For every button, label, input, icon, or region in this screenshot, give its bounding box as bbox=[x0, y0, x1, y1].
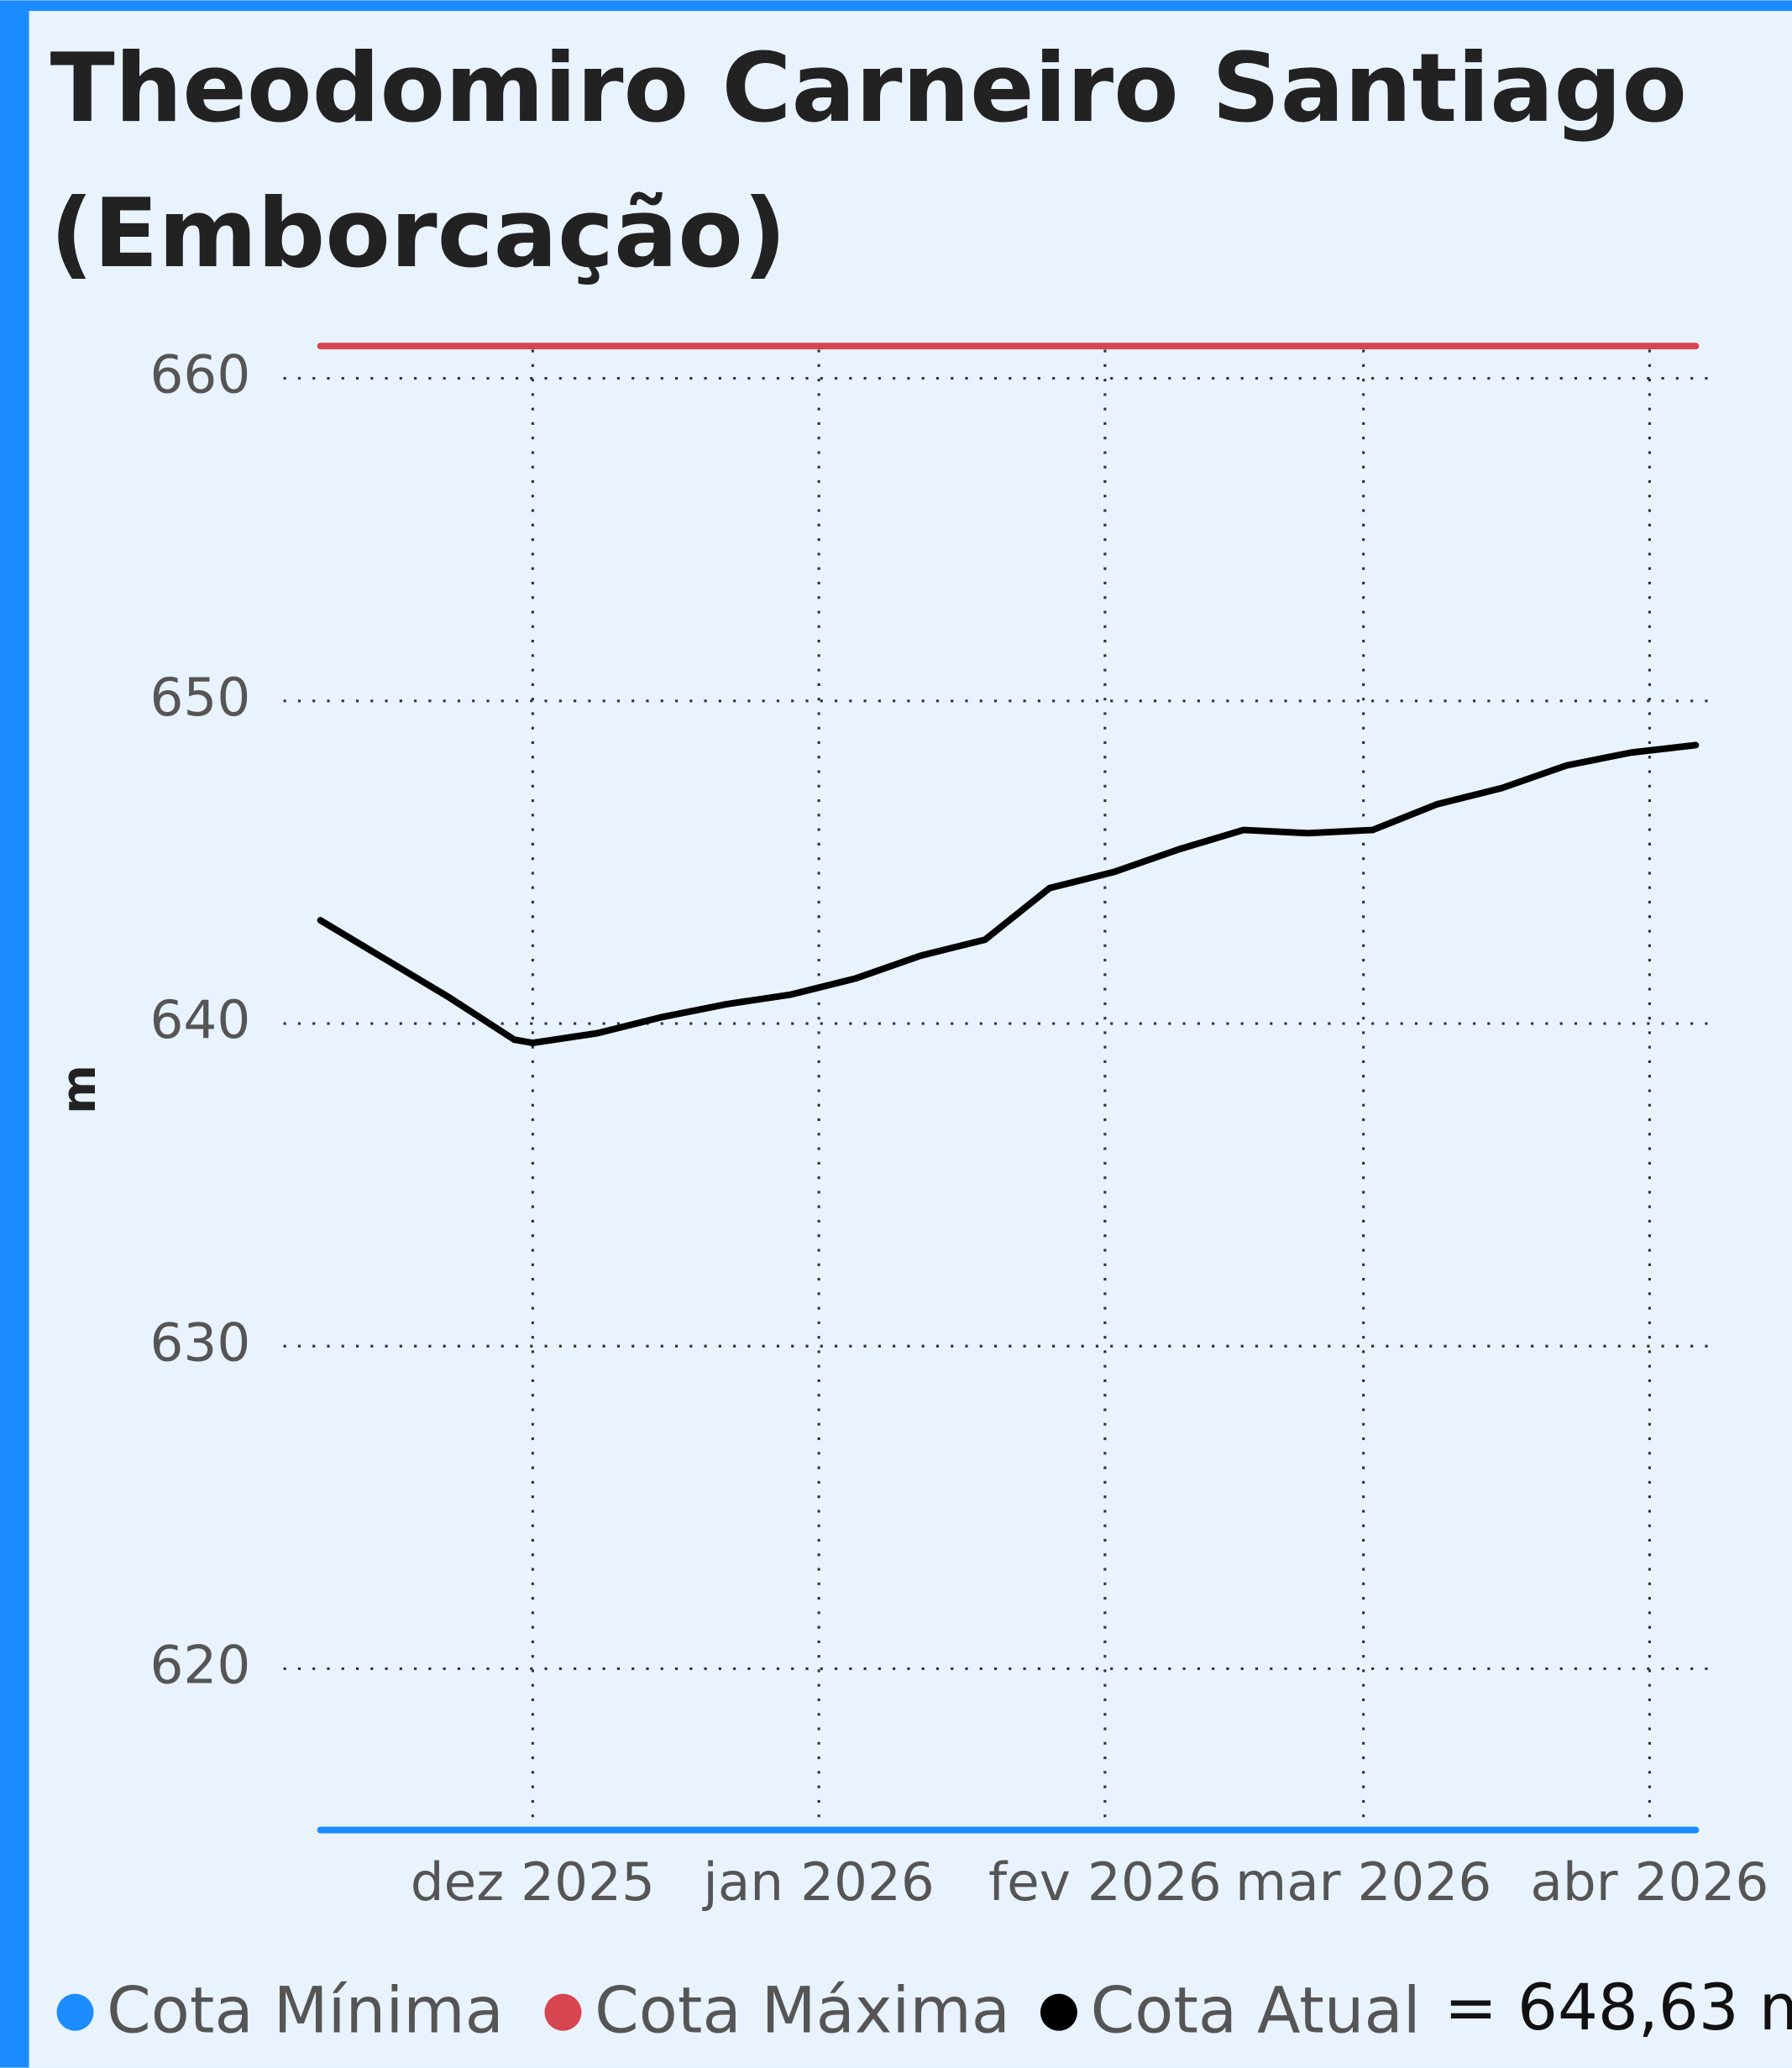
y-axis-label: m bbox=[52, 1065, 107, 1114]
legend-marker bbox=[56, 1993, 94, 2031]
y-tick-label: 620 bbox=[149, 1635, 250, 1696]
x-tick-label: fev 2026 bbox=[988, 1851, 1222, 1913]
chart-subtitle: (Emborcação) bbox=[50, 178, 787, 289]
y-tick-label: 640 bbox=[149, 989, 250, 1050]
background bbox=[29, 10, 1792, 2068]
y-tick-label: 650 bbox=[149, 667, 250, 728]
legend-value: = 648,63 m bbox=[1444, 1971, 1792, 2044]
x-tick-label: mar 2026 bbox=[1235, 1851, 1491, 1913]
y-tick-label: 660 bbox=[149, 344, 250, 406]
legend-label: Cota Atual bbox=[1091, 1973, 1421, 2047]
y-tick-label: 630 bbox=[149, 1311, 250, 1373]
chart-title: Theodomiro Carneiro Santiago bbox=[50, 33, 1687, 144]
legend-label: Cota Máxima bbox=[595, 1973, 1010, 2047]
x-tick-label: jan 2026 bbox=[701, 1851, 935, 1913]
legend-label: Cota Mínima bbox=[107, 1973, 504, 2047]
series-line bbox=[317, 741, 1700, 1047]
x-tick-label: abr 2026 bbox=[1530, 1851, 1768, 1913]
legend-marker bbox=[1040, 1993, 1077, 2031]
x-tick-label: dez 2025 bbox=[411, 1851, 655, 1913]
legend-marker bbox=[544, 1993, 582, 2031]
